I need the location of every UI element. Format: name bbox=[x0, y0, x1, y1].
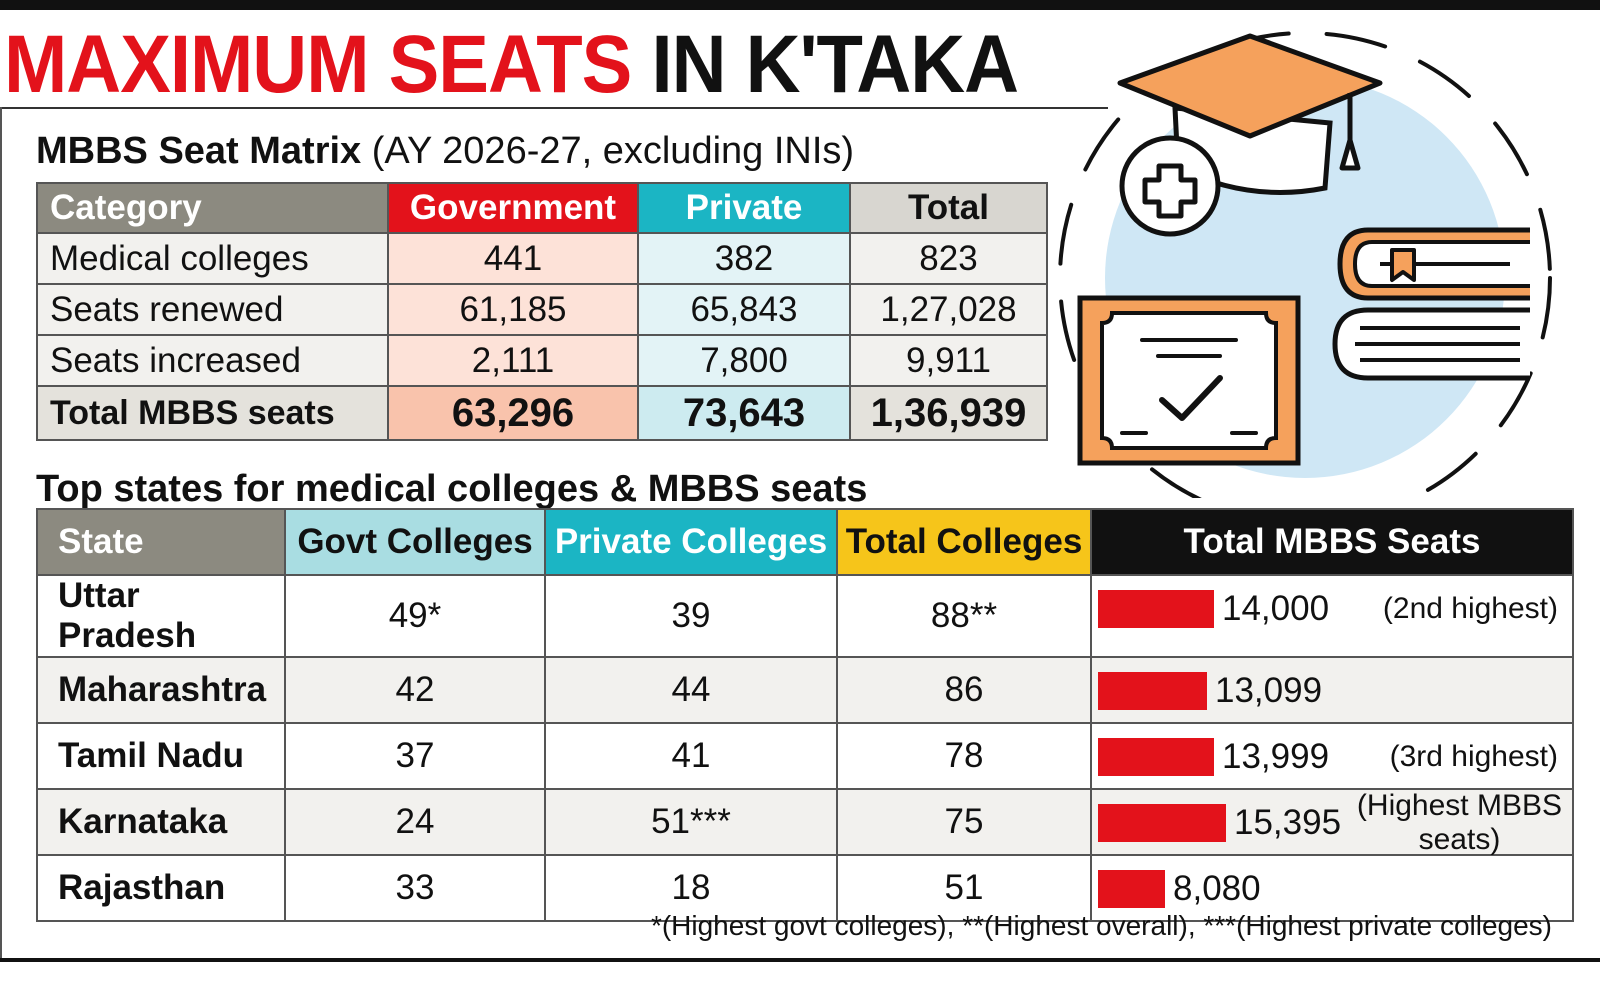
matrix-header-government: Government bbox=[387, 182, 639, 234]
state-row: Uttar Pradesh 49* 39 88** 14,000 (2nd hi… bbox=[36, 574, 1574, 658]
state-seats-cell: 15,395 (Highest MBBS seats) bbox=[1090, 788, 1574, 856]
headline-rule bbox=[0, 107, 1108, 109]
states-header-total: Total Colleges bbox=[836, 508, 1092, 576]
seat-value: 15,395 bbox=[1234, 803, 1342, 842]
seat-bar bbox=[1098, 672, 1207, 710]
matrix-cell-category: Medical colleges bbox=[36, 232, 389, 285]
matrix-cell-government: 63,296 bbox=[387, 385, 639, 441]
matrix-row: Seats increased 2,111 7,800 9,911 bbox=[36, 334, 1048, 387]
seat-value: 8,080 bbox=[1173, 869, 1261, 908]
matrix-cell-government: 441 bbox=[387, 232, 639, 285]
books-icon bbox=[1332, 227, 1530, 381]
seat-bar bbox=[1098, 590, 1214, 628]
state-seats-cell: 13,099 bbox=[1090, 656, 1574, 724]
top-states-table: State Govt Colleges Private Colleges Tot… bbox=[36, 508, 1574, 922]
seat-note: (3rd highest) bbox=[1389, 740, 1558, 773]
state-total-colleges: 51 bbox=[836, 854, 1092, 922]
seat-value: 14,000 bbox=[1222, 589, 1330, 628]
matrix-title-rest: (AY 2026-27, excluding INIs) bbox=[371, 130, 855, 172]
footnote: *(Highest govt colleges), **(Highest ove… bbox=[650, 910, 1552, 941]
certificate-icon bbox=[1077, 295, 1301, 466]
state-govt-colleges: 42 bbox=[284, 656, 546, 724]
seat-value: 13,999 bbox=[1222, 737, 1330, 776]
state-seats-cell: 13,999 (3rd highest) bbox=[1090, 722, 1574, 790]
states-header-govt: Govt Colleges bbox=[284, 508, 546, 576]
matrix-cell-private: 65,843 bbox=[637, 283, 851, 336]
matrix-header-total: Total bbox=[849, 182, 1048, 234]
matrix-cell-category: Total MBBS seats bbox=[36, 385, 389, 441]
matrix-header-private: Private bbox=[637, 182, 851, 234]
state-name: Maharashtra bbox=[36, 656, 286, 724]
state-govt-colleges: 24 bbox=[284, 788, 546, 856]
state-total-colleges: 78 bbox=[836, 722, 1092, 790]
bottom-rule bbox=[0, 958, 1600, 962]
state-name: Tamil Nadu bbox=[36, 722, 286, 790]
matrix-cell-private: 382 bbox=[637, 232, 851, 285]
state-private-colleges: 39 bbox=[544, 574, 838, 658]
matrix-row: Seats renewed 61,185 65,843 1,27,028 bbox=[36, 283, 1048, 336]
education-illustration bbox=[1058, 31, 1552, 498]
headline: MAXIMUM SEATS IN K'TAKA bbox=[4, 23, 1019, 106]
matrix-header-row: Category Government Private Total bbox=[36, 182, 1048, 234]
seat-bar bbox=[1098, 870, 1165, 908]
states-header-seats: Total MBBS Seats bbox=[1090, 508, 1574, 576]
seat-note: (2nd highest) bbox=[1382, 592, 1558, 625]
matrix-cell-total: 823 bbox=[849, 232, 1048, 285]
headline-red: MAXIMUM SEATS bbox=[4, 18, 632, 111]
matrix-cell-total: 1,27,028 bbox=[849, 283, 1048, 336]
matrix-title: MBBS Seat Matrix (AY 2026-27, excluding … bbox=[36, 132, 854, 170]
left-rule bbox=[0, 107, 2, 959]
seat-bar bbox=[1098, 738, 1214, 776]
matrix-cell-total: 1,36,939 bbox=[849, 385, 1048, 441]
matrix-cell-private: 7,800 bbox=[637, 334, 851, 387]
state-name: Uttar Pradesh bbox=[36, 574, 286, 658]
seat-bar bbox=[1098, 804, 1226, 842]
state-row: Rajasthan 33 18 51 8,080 bbox=[36, 854, 1574, 922]
state-govt-colleges: 49* bbox=[284, 574, 546, 658]
state-row: Maharashtra 42 44 86 13,099 bbox=[36, 656, 1574, 724]
matrix-cell-total: 9,911 bbox=[849, 334, 1048, 387]
state-total-colleges: 88** bbox=[836, 574, 1092, 658]
state-private-colleges: 41 bbox=[544, 722, 838, 790]
state-total-colleges: 75 bbox=[836, 788, 1092, 856]
seat-note: (Highest MBBS seats) bbox=[1356, 789, 1562, 856]
states-header-private: Private Colleges bbox=[544, 508, 838, 576]
matrix-cell-government: 61,185 bbox=[387, 283, 639, 336]
state-name: Karnataka bbox=[36, 788, 286, 856]
state-row: Tamil Nadu 37 41 78 13,999 (3rd highest) bbox=[36, 722, 1574, 790]
dashed-ring bbox=[1058, 31, 1552, 498]
matrix-title-bold: MBBS Seat Matrix bbox=[36, 130, 362, 172]
state-govt-colleges: 33 bbox=[284, 854, 546, 922]
matrix-cell-private: 73,643 bbox=[637, 385, 851, 441]
state-row: Karnataka 24 51*** 75 15,395 (Highest MB… bbox=[36, 788, 1574, 856]
state-govt-colleges: 37 bbox=[284, 722, 546, 790]
matrix-row: Medical colleges 441 382 823 bbox=[36, 232, 1048, 285]
seat-value: 13,099 bbox=[1215, 671, 1323, 710]
states-header-row: State Govt Colleges Private Colleges Tot… bbox=[36, 508, 1574, 576]
state-total-colleges: 86 bbox=[836, 656, 1092, 724]
matrix-header-category: Category bbox=[36, 182, 389, 234]
state-private-colleges: 44 bbox=[544, 656, 838, 724]
matrix-cell-category: Seats renewed bbox=[36, 283, 389, 336]
state-private-colleges: 18 bbox=[544, 854, 838, 922]
state-name: Rajasthan bbox=[36, 854, 286, 922]
state-seats-cell: 8,080 bbox=[1090, 854, 1574, 922]
medical-cross-icon bbox=[1119, 135, 1221, 237]
matrix-cell-government: 2,111 bbox=[387, 334, 639, 387]
states-title: Top states for medical colleges & MBBS s… bbox=[36, 468, 868, 510]
top-rule bbox=[0, 0, 1600, 10]
matrix-cell-category: Seats increased bbox=[36, 334, 389, 387]
states-header-state: State bbox=[36, 508, 286, 576]
state-seats-cell: 14,000 (2nd highest) bbox=[1090, 574, 1574, 658]
headline-black: IN K'TAKA bbox=[651, 18, 1019, 111]
seat-matrix-table: Category Government Private Total Medica… bbox=[36, 182, 1048, 441]
matrix-total-row: Total MBBS seats 63,296 73,643 1,36,939 bbox=[36, 385, 1048, 441]
state-private-colleges: 51*** bbox=[544, 788, 838, 856]
